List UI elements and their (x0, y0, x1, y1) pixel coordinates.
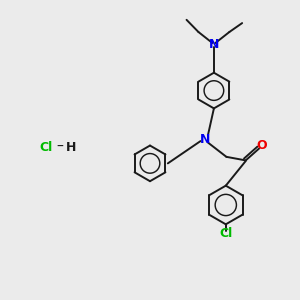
Text: O: O (257, 139, 267, 152)
Text: N: N (200, 133, 210, 146)
Text: Cl: Cl (219, 227, 232, 240)
Text: Cl: Cl (39, 140, 52, 154)
Text: –: – (56, 140, 63, 154)
Text: H: H (66, 140, 76, 154)
Text: N: N (209, 38, 219, 51)
